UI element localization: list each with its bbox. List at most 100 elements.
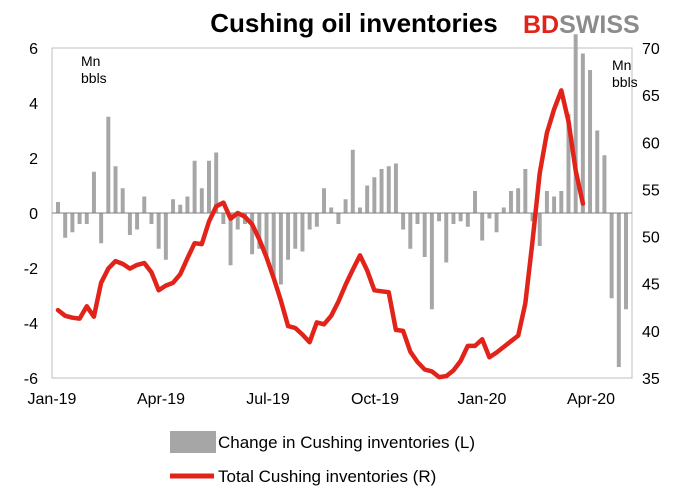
change-bar [422,213,427,257]
change-bar [171,199,176,213]
change-bar [199,188,204,213]
change-bar [235,213,240,230]
change-bar [624,213,628,310]
change-bar [580,53,585,213]
right-tick-label: 50 [642,230,660,247]
change-bar [293,213,298,249]
change-bar [508,191,513,213]
change-bar [408,213,413,249]
change-bar [70,213,75,233]
change-bar [393,163,398,213]
change-bars [56,34,628,367]
change-bar [322,188,327,213]
change-bar [451,213,456,224]
change-bar [307,213,312,230]
change-bar [271,213,276,279]
brand-logo: BDSWISS [523,11,640,39]
change-bar [501,207,506,213]
svg-text:BDSWISS: BDSWISS [523,11,640,39]
change-bar [228,213,233,266]
change-bar [480,213,485,241]
change-bar [444,213,449,263]
left-unit-line1: Mn [81,53,100,69]
total-inventory-line [55,88,586,380]
change-bar [314,213,319,227]
change-bar [588,70,593,213]
change-bar [264,213,269,257]
x-tick-label: Apr-19 [137,391,185,408]
change-bar [221,213,226,224]
change-bar [343,199,348,213]
change-bar [63,213,68,238]
change-bar [372,177,377,213]
change-bar [487,213,492,219]
change-bar [278,213,283,285]
right-unit-label: Mn bbls [612,57,638,90]
change-bar [437,213,442,222]
change-bar [595,130,600,213]
change-bar [192,160,197,213]
change-bar [386,166,391,213]
left-tick-label: -2 [24,261,38,278]
left-tick-label: -6 [24,371,38,388]
change-bar [77,213,82,224]
right-tick-label: 40 [642,324,660,341]
change-bar [350,149,355,213]
change-bar [113,166,118,213]
change-bar [185,196,190,213]
x-tick-label: Jul-19 [246,391,290,408]
change-bar [357,207,362,213]
brand-bd: BD [523,11,559,39]
right-tick-label: 45 [642,277,660,294]
legend-swatch-bar [170,431,216,453]
change-bar [120,188,125,213]
change-bar [552,196,557,213]
x-axis-ticks: Jan-19 Apr-19 Jul-19 Oct-19 Jan-20 Apr-20 [28,391,616,408]
legend: Change in Cushing inventories (L) Total … [170,431,475,486]
change-bar [300,213,305,252]
change-bar [135,213,140,230]
change-bar [415,213,420,224]
change-bar [329,207,334,213]
legend-label-line: Total Cushing inventories (R) [218,467,436,486]
change-bar [365,185,370,213]
change-bar [429,213,434,310]
change-bar [573,34,578,213]
change-bar [250,213,255,255]
change-bar [609,213,614,299]
change-bar [566,114,571,213]
right-tick-label: 70 [642,41,660,58]
change-bar [207,160,211,213]
change-bar [56,202,60,213]
change-bar [106,116,111,213]
right-tick-label: 60 [642,135,660,152]
legend-item-line: Total Cushing inventories (R) [170,467,436,486]
change-bar [336,213,341,224]
x-tick-label: Apr-20 [567,391,615,408]
left-tick-label: 2 [29,151,38,168]
brand-swiss: SWISS [559,11,640,39]
change-bar [149,213,154,224]
change-bar [523,169,528,213]
change-bar [178,204,183,213]
right-tick-label: 65 [642,88,660,105]
change-bar [401,213,406,230]
change-bar [127,213,132,235]
chart-title: Cushing oil inventories [210,8,497,38]
change-bar [142,196,147,213]
change-bar [458,213,463,222]
legend-label-bar: Change in Cushing inventories (L) [218,433,475,452]
change-bar [516,188,521,213]
change-bar [602,155,607,213]
change-bar [214,152,219,213]
change-bar [156,213,161,249]
x-tick-label: Oct-19 [351,391,399,408]
change-bar [99,213,104,244]
change-bar [379,169,384,213]
left-unit-line2: bbls [81,70,107,86]
right-unit-line2: bbls [612,74,638,90]
change-bar [91,171,96,213]
change-bar [473,191,477,213]
change-bar [163,213,168,260]
